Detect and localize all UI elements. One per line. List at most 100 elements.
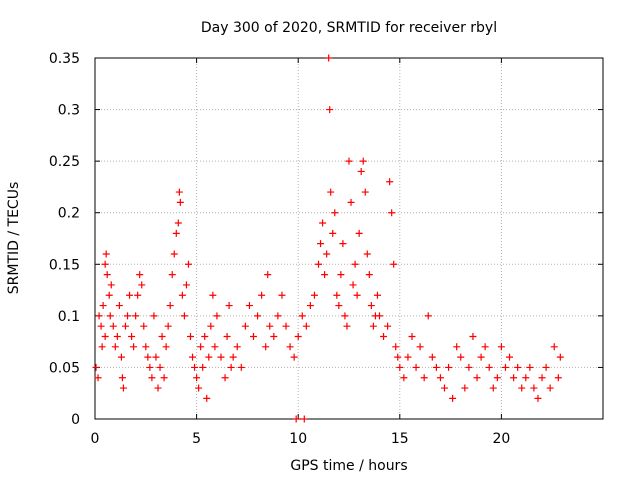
data-point <box>229 353 237 361</box>
data-point <box>481 343 489 351</box>
data-point <box>546 384 554 392</box>
data-point <box>349 281 357 289</box>
data-point <box>331 209 339 217</box>
data-point <box>337 271 345 279</box>
data-point <box>107 281 115 289</box>
data-point <box>390 260 398 268</box>
data-point <box>554 374 562 382</box>
data-point <box>225 302 233 310</box>
data-point <box>392 343 400 351</box>
grid-lines <box>95 58 603 419</box>
x-axis-ticks <box>94 58 502 419</box>
data-point <box>327 188 335 196</box>
data-point <box>319 219 327 227</box>
data-point <box>355 229 363 237</box>
data-point <box>258 291 266 299</box>
data-point <box>493 374 501 382</box>
data-point <box>501 363 509 371</box>
data-point <box>550 343 558 351</box>
data-point <box>160 374 168 382</box>
data-point <box>195 384 203 392</box>
data-point <box>518 384 526 392</box>
data-point <box>111 343 119 351</box>
data-point <box>249 332 257 340</box>
chart-title: Day 300 of 2020, SRMTID for receiver rby… <box>201 20 497 36</box>
data-point <box>345 157 353 165</box>
data-point <box>386 178 394 186</box>
data-point <box>213 312 221 320</box>
data-point <box>119 384 127 392</box>
data-point <box>121 322 129 330</box>
data-point <box>326 106 334 114</box>
data-point <box>461 384 469 392</box>
data-point <box>245 302 253 310</box>
data-point <box>294 332 302 340</box>
data-point <box>359 157 367 165</box>
data-point <box>347 198 355 206</box>
data-point <box>317 240 325 248</box>
data-point <box>306 302 314 310</box>
data-point <box>404 353 412 361</box>
data-point <box>526 363 534 371</box>
data-point <box>388 209 396 217</box>
data-point <box>233 343 241 351</box>
data-point <box>130 343 138 351</box>
data-point <box>542 363 550 371</box>
data-point <box>128 332 136 340</box>
data-point <box>205 353 213 361</box>
data-point <box>170 250 178 258</box>
data-point <box>441 384 449 392</box>
data-point <box>178 291 186 299</box>
data-point <box>136 271 144 279</box>
data-point <box>138 281 146 289</box>
data-point <box>94 374 102 382</box>
data-point <box>146 363 154 371</box>
data-point <box>282 322 290 330</box>
data-point <box>292 415 300 423</box>
data-point <box>109 322 117 330</box>
data-point <box>522 374 530 382</box>
data-point <box>341 312 349 320</box>
data-point <box>315 260 323 268</box>
data-point <box>298 312 306 320</box>
data-point <box>457 353 465 361</box>
data-point <box>172 229 180 237</box>
data-point <box>103 271 111 279</box>
data-point <box>140 322 148 330</box>
data-point <box>191 363 199 371</box>
data-point <box>278 291 286 299</box>
y-tick-label: 0.2 <box>58 206 80 222</box>
y-tick-label: 0.3 <box>58 103 80 119</box>
data-point <box>489 384 497 392</box>
data-point <box>193 374 201 382</box>
data-point <box>300 415 308 423</box>
data-point <box>373 291 381 299</box>
data-point <box>274 312 282 320</box>
data-point <box>156 363 164 371</box>
data-point <box>556 353 564 361</box>
y-tick-label: 0.15 <box>49 257 80 273</box>
data-point <box>148 374 156 382</box>
data-point <box>424 312 432 320</box>
data-point <box>168 271 176 279</box>
data-point <box>209 291 217 299</box>
data-point <box>264 271 272 279</box>
data-point <box>180 312 188 320</box>
data-point <box>351 260 359 268</box>
x-tick-label: 10 <box>289 431 307 447</box>
data-point <box>113 332 121 340</box>
data-point <box>150 312 158 320</box>
data-point <box>270 332 278 340</box>
data-point <box>323 250 331 258</box>
x-tick-label: 0 <box>91 431 100 447</box>
x-tick-label: 15 <box>391 431 409 447</box>
data-point <box>394 353 402 361</box>
data-point <box>115 302 123 310</box>
data-point <box>428 353 436 361</box>
x-axis-tick-labels: 0 5 10 15 20 <box>91 431 511 447</box>
x-tick-label: 20 <box>492 431 510 447</box>
data-point <box>465 363 473 371</box>
data-point <box>102 250 110 258</box>
data-point <box>144 353 152 361</box>
data-point <box>164 322 172 330</box>
